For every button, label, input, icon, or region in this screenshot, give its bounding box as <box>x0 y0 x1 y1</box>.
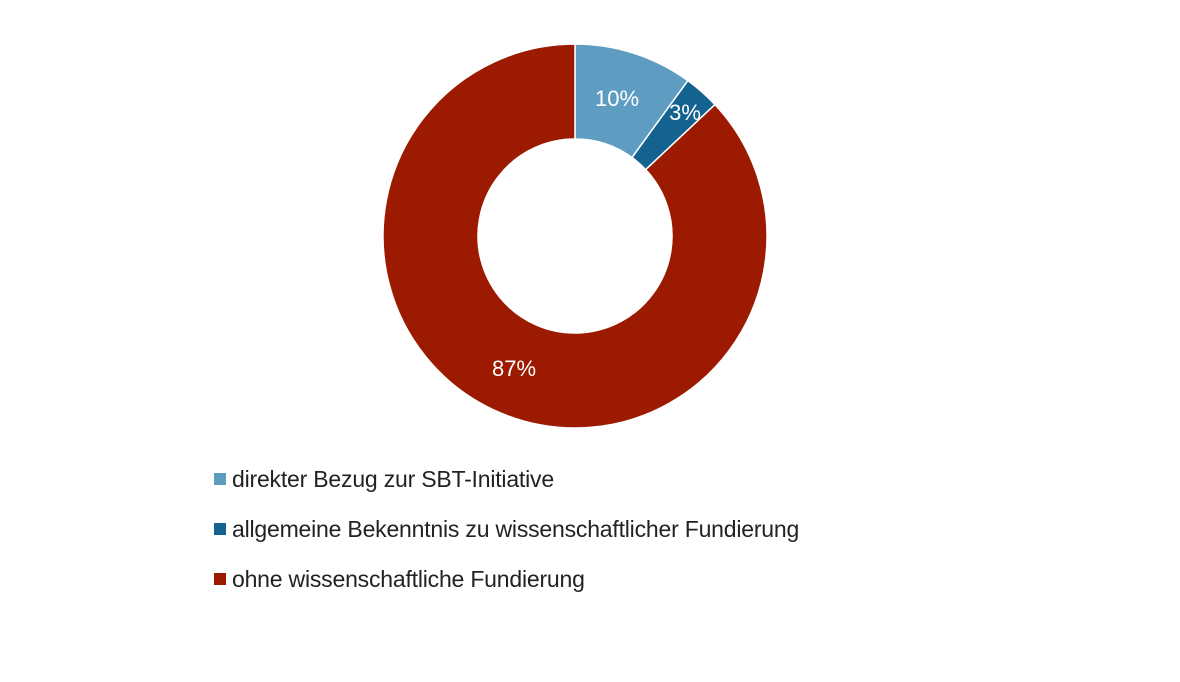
legend-item: direkter Bezug zur SBT-Initiative <box>214 462 799 496</box>
legend-label: ohne wissenschaftliche Fundierung <box>232 565 585 592</box>
slice-data-label: 3% <box>669 100 701 125</box>
legend-item: ohne wissenschaftliche Fundierung <box>214 562 799 596</box>
chart-legend: direkter Bezug zur SBT-Initiative allgem… <box>214 462 799 612</box>
legend-swatch <box>214 473 226 485</box>
slice-data-label: 10% <box>595 86 639 111</box>
donut-slice <box>382 43 768 429</box>
legend-swatch <box>214 573 226 585</box>
legend-label: allgemeine Bekenntnis zu wissenschaftlic… <box>232 515 800 542</box>
slice-data-label: 87% <box>492 356 536 381</box>
legend-label: direkter Bezug zur SBT-Initiative <box>232 465 554 492</box>
legend-swatch <box>214 523 226 535</box>
legend-item: allgemeine Bekenntnis zu wissenschaftlic… <box>214 512 799 546</box>
